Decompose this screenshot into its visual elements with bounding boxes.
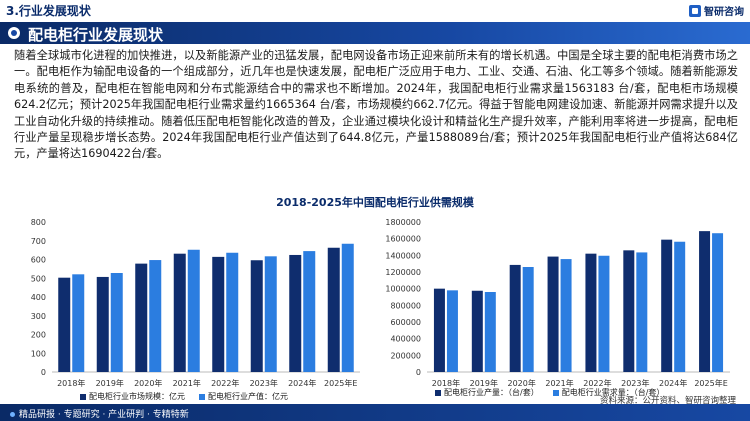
title-bullet-icon — [8, 27, 20, 39]
legend-item: 配电柜行业产量：（台/套） — [435, 387, 539, 398]
legend-label: 配电柜行业产量：（台/套） — [444, 388, 539, 397]
bar — [303, 251, 316, 372]
x-tick-label: 2024年 — [288, 378, 316, 388]
x-tick-label: 2022年 — [211, 378, 239, 388]
y-tick-label: 800000 — [390, 301, 421, 310]
legend-label: 配电柜行业需求量：（台/套） — [561, 388, 665, 397]
bar — [446, 290, 458, 372]
x-tick-label: 2018年 — [57, 378, 85, 388]
market-size-chart-svg: 0 100 200 300 400 500 600 700 800 2018年 2019年 2020年… — [31, 218, 360, 388]
legend-swatch — [199, 393, 205, 400]
x-tick-label: 2018年 — [432, 378, 460, 388]
x-tick-label: 2025年E — [694, 378, 727, 388]
y-tick-label: 600 — [31, 256, 46, 265]
x-tick-label: 2019年 — [96, 378, 124, 388]
y-tick-label: 400000 — [390, 335, 421, 344]
logo-text: 智研咨询 — [704, 7, 744, 18]
legend-item: 配电柜行业产值：亿元 — [199, 391, 288, 402]
y-tick-label: 0 — [41, 368, 46, 377]
y-tick-label: 800 — [31, 218, 46, 227]
y-tick-label: 400 — [31, 293, 46, 302]
bar — [341, 243, 354, 372]
top-bar: 3.行业发展现状 智研咨询 — [0, 0, 750, 20]
y-tick-label: 200 — [31, 331, 46, 340]
y-tick-label: 1200000 — [385, 268, 421, 277]
bar — [149, 260, 162, 372]
bar — [327, 247, 340, 372]
x-tick-label: 2020年 — [508, 378, 536, 388]
bar — [636, 252, 648, 372]
legend-item: 配电柜行业市场规模：亿元 — [80, 391, 185, 402]
y-tick-label: 600000 — [390, 318, 421, 327]
bar — [598, 255, 610, 372]
y-tick-label: 1400000 — [385, 251, 421, 260]
y-tick-label: 1600000 — [385, 235, 421, 244]
legend-item: 配电柜行业需求量：（台/套） — [552, 387, 665, 398]
bar — [509, 264, 521, 372]
bar — [289, 254, 302, 372]
source-note: 资料来源：公开资料、智研咨询整理 — [599, 396, 736, 406]
bar — [264, 256, 277, 372]
y-tick-label: 200000 — [390, 351, 421, 360]
bar — [674, 241, 686, 372]
x-tick-label: 2021年 — [173, 378, 201, 388]
page-title: 配电柜行业发展现状 — [28, 26, 164, 44]
bar — [135, 263, 148, 372]
y-tick-label: 0 — [416, 368, 421, 377]
footer-slogan: 精品研报 · 专题研究 · 产业研判 · 专精特新 — [19, 410, 189, 420]
bar — [560, 259, 572, 372]
bar — [547, 256, 559, 372]
y-tick-label: 300 — [31, 312, 46, 321]
footer-bar: 精品研报 · 专题研究 · 产业研判 · 专精特新 — [0, 404, 750, 421]
x-tick-label: 2020年 — [134, 378, 162, 388]
bar — [433, 288, 445, 372]
x-tick-label: 2022年 — [583, 378, 611, 388]
chart-title: 2018-2025年中国配电柜行业供需规模 — [276, 196, 474, 209]
x-tick-label: 2019年 — [470, 378, 498, 388]
y-tick-label: 700 — [31, 237, 46, 246]
bar — [471, 290, 483, 372]
brand-logo[interactable]: 智研咨询 — [689, 3, 744, 18]
x-tick-label: 2025年E — [324, 378, 357, 388]
supply-demand-chart: 0 200000 400000 600000 800000 1000000 1200000 1… — [375, 208, 750, 404]
y-tick-label: 1000000 — [385, 285, 421, 294]
bar — [661, 239, 673, 372]
bar — [173, 253, 186, 372]
legend-swatch — [80, 393, 86, 400]
bar — [212, 256, 225, 372]
bar — [187, 249, 200, 372]
x-tick-label: 2021年 — [545, 378, 573, 388]
supply-demand-legend: 配电柜行业产量：（台/套） 配电柜行业需求量：（台/套） — [435, 387, 664, 398]
y-tick-label: 1800000 — [385, 218, 421, 227]
bar — [226, 252, 239, 372]
legend-swatch — [435, 389, 441, 396]
bar — [484, 292, 496, 372]
bar — [110, 273, 123, 372]
legend-label: 配电柜行业市场规模：亿元 — [89, 392, 185, 401]
x-tick-label: 2024年 — [659, 378, 687, 388]
legend-label: 配电柜行业产值：亿元 — [208, 392, 288, 401]
bar — [522, 267, 534, 372]
bar — [96, 276, 109, 372]
body-paragraph: 随着全球城市化进程的加快推进，以及新能源产业的迅猛发展，配电网设备市场正迎来前所… — [14, 49, 738, 161]
logo-icon — [689, 4, 701, 17]
bar — [58, 277, 71, 372]
supply-demand-chart-svg: 0 200000 400000 600000 800000 1000000 1200000 1… — [385, 218, 730, 388]
legend-swatch — [552, 389, 559, 396]
footer-dot-icon — [10, 412, 15, 417]
market-size-chart: 0 100 200 300 400 500 600 700 800 2018年 2019年 2020年… — [0, 208, 375, 404]
market-size-legend: 配电柜行业市场规模：亿元 配电柜行业产值：亿元 — [80, 391, 288, 402]
x-tick-label: 2023年 — [250, 378, 278, 388]
bar — [585, 253, 597, 372]
section-title: 3.行业发展现状 — [6, 4, 91, 18]
bar — [699, 231, 711, 372]
title-bar: 配电柜行业发展现状 — [0, 22, 750, 44]
bar — [72, 274, 85, 372]
bar — [250, 260, 263, 372]
y-tick-label: 100 — [31, 349, 46, 358]
y-tick-label: 500 — [31, 274, 46, 283]
bar — [623, 250, 635, 372]
x-tick-label: 2023年 — [621, 378, 649, 388]
bar — [712, 233, 724, 372]
